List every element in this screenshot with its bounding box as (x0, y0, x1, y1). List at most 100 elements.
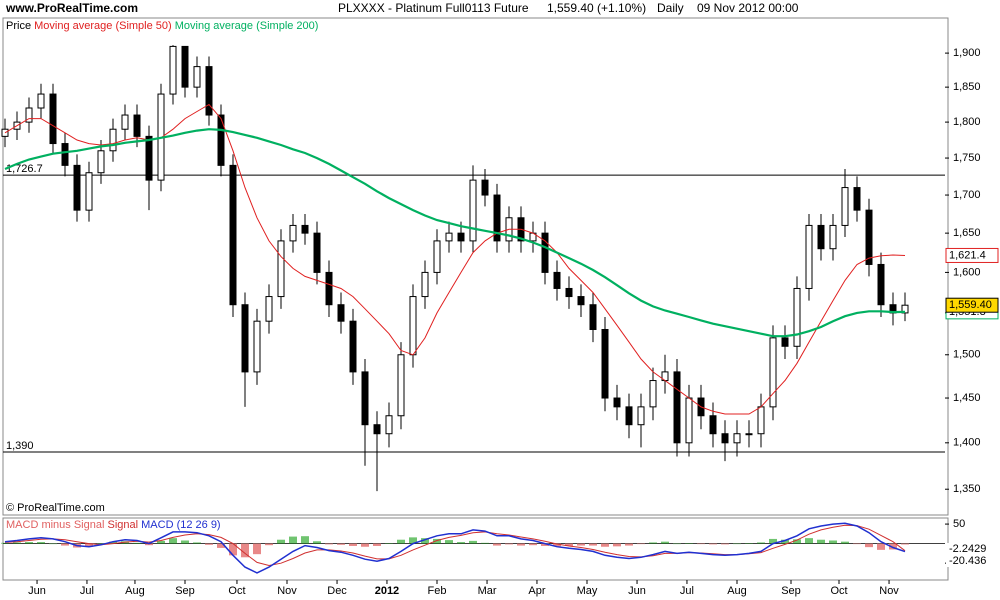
histogram-bar (757, 542, 765, 544)
value-tag (946, 543, 998, 555)
legend-entry: Price (6, 20, 31, 32)
legend-entry: Moving average (Simple 50) (34, 20, 172, 32)
histogram-bar (313, 541, 321, 544)
candle-body (457, 232, 465, 242)
histogram-bar (481, 542, 489, 544)
histogram-bar (805, 538, 813, 544)
candle-body (289, 224, 297, 242)
x-tick-label: Nov (879, 585, 899, 597)
histogram-bar (589, 543, 597, 546)
histogram-bar (817, 539, 825, 544)
candle-body (361, 371, 369, 426)
candle-body (277, 240, 285, 298)
y-tick-label: 1,900 (953, 47, 981, 59)
histogram-bar (409, 537, 417, 544)
candle-body (817, 224, 825, 250)
x-tick-label: Jun (628, 585, 646, 597)
histogram-bar (217, 543, 225, 548)
histogram-bar (349, 543, 357, 546)
x-tick-label: Jul (80, 585, 94, 597)
y-tick-label: 1,850 (953, 81, 981, 93)
histogram-bar (685, 543, 693, 544)
y-tick-label: 1,450 (953, 392, 981, 404)
legend-entry: MACD minus Signal (6, 519, 104, 531)
candle-body (757, 406, 765, 435)
x-tick-label: Mar (478, 585, 497, 597)
candle-body (265, 296, 273, 322)
line-series (4, 522, 906, 574)
chart-subtitle: 1,559.40 (+1.10%) (547, 1, 646, 15)
y-tick-label: 1,800 (953, 116, 981, 128)
histogram-bar (769, 538, 777, 544)
candle-body (469, 179, 477, 242)
value-tag-label: 1,621.4 (949, 249, 986, 261)
histogram-bar (85, 543, 93, 547)
histogram-bar (361, 543, 369, 547)
histogram-bar (745, 543, 753, 544)
legend: Price Moving average (Simple 50) Moving … (6, 20, 318, 32)
candle-body (241, 304, 249, 373)
value-tag (945, 247, 999, 263)
histogram-bar (469, 540, 477, 544)
histogram-bar (433, 538, 441, 544)
x-tick-label: Oct (228, 585, 245, 597)
candle-body (685, 397, 693, 444)
candle-body (301, 224, 309, 234)
candle-body (409, 296, 417, 356)
candle-body (865, 209, 873, 265)
candle-body (541, 232, 549, 273)
candle-body (253, 320, 261, 373)
candle-body (73, 164, 81, 211)
histogram-bar (565, 543, 573, 546)
candle-body (445, 232, 453, 242)
histogram-bar (325, 543, 333, 545)
histogram-bar (61, 543, 69, 546)
value-tag-label: -2.2429 (949, 543, 986, 555)
reference-label: 1,726.7 (6, 163, 43, 175)
y-tick-label: 1,700 (953, 189, 981, 201)
candle-body (601, 328, 609, 399)
candle-body (193, 66, 201, 88)
histogram-bar (265, 543, 273, 546)
price-panel (2, 17, 949, 516)
candle-body (337, 304, 345, 322)
histogram-bar (625, 543, 633, 546)
histogram-bar (649, 542, 657, 544)
source: www.ProRealTime.com (5, 1, 138, 15)
x-tick-label: Sep (175, 585, 195, 597)
x-tick-label: Apr (528, 585, 545, 597)
candle-body (217, 114, 225, 166)
histogram-bar (373, 543, 381, 546)
histogram-bar (289, 536, 297, 544)
candle-body (553, 271, 561, 289)
histogram-bar (493, 543, 501, 546)
histogram-bar (445, 540, 453, 544)
legend-entry: Signal (107, 519, 138, 531)
candle-body (145, 135, 153, 181)
candle-body (109, 128, 117, 152)
candle-body (25, 107, 33, 123)
histogram-bar (277, 539, 285, 544)
candle-body (433, 240, 441, 273)
candle-body (133, 114, 141, 137)
date: 09 Nov 2012 00:00 (697, 1, 799, 15)
histogram-bar (877, 543, 885, 550)
histogram-bar (385, 543, 393, 544)
macd-legend: MACD minus Signal Signal MACD (12 26 9) (6, 519, 221, 531)
x-tick-label: 2012 (375, 585, 399, 597)
histogram-bar (529, 543, 537, 546)
y-tick-label: 1,350 (953, 483, 981, 495)
histogram-bar (661, 541, 669, 544)
histogram-bar (709, 543, 717, 545)
candle-body (733, 433, 741, 444)
histogram-bar (49, 543, 57, 545)
value-tag (946, 555, 998, 567)
histogram-bar (541, 543, 549, 546)
histogram-bar (853, 543, 861, 545)
histogram-bar (637, 543, 645, 545)
value-tag-label: -20.436 (949, 555, 986, 567)
chart-title: PLXXXX - Platinum Full0113 Future (338, 1, 529, 15)
histogram-bar (697, 543, 705, 545)
